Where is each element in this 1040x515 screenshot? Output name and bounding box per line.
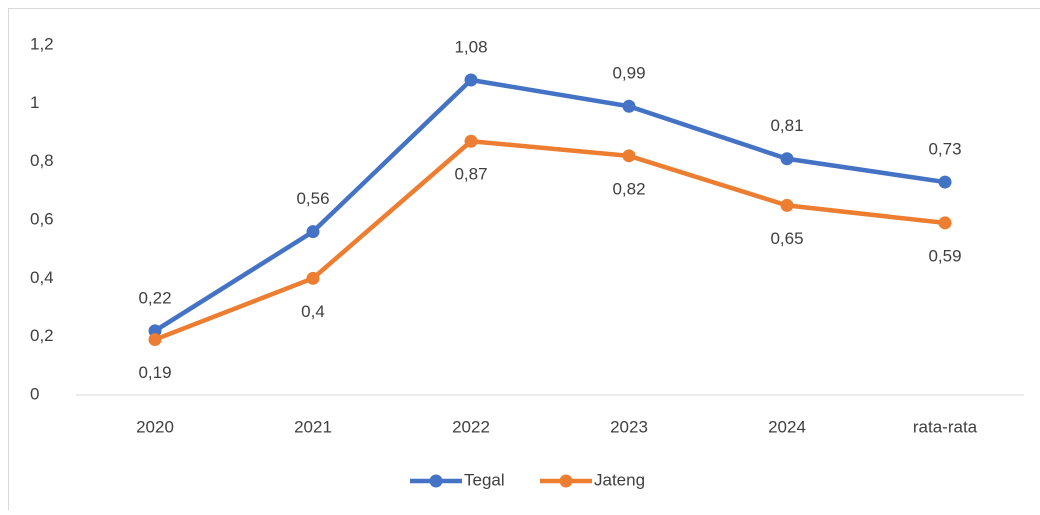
marker xyxy=(465,74,478,87)
x-tick-label: 2022 xyxy=(452,417,490,436)
x-tick-label: 2020 xyxy=(136,417,174,436)
legend-marker xyxy=(560,475,573,488)
y-tick-label: 1 xyxy=(30,93,39,112)
marker xyxy=(939,216,952,229)
series-line xyxy=(155,141,945,339)
data-label: 0,82 xyxy=(612,179,645,198)
marker xyxy=(465,135,478,148)
x-tick-label: 2023 xyxy=(610,417,648,436)
data-label: 0,87 xyxy=(454,165,487,184)
data-label: 0,81 xyxy=(770,116,803,135)
y-tick-label: 0,8 xyxy=(30,151,54,170)
legend-label: Jateng xyxy=(594,470,645,489)
y-tick-label: 0 xyxy=(30,384,39,403)
y-tick-label: 0,4 xyxy=(30,268,54,287)
marker xyxy=(623,100,636,113)
data-label: 0,99 xyxy=(612,64,645,83)
data-label: 0,73 xyxy=(928,140,961,159)
y-tick-label: 0,2 xyxy=(30,326,54,345)
marker xyxy=(307,225,320,238)
y-tick-label: 1,2 xyxy=(30,34,54,53)
legend-marker xyxy=(430,475,443,488)
marker xyxy=(149,333,162,346)
data-label: 0,56 xyxy=(296,189,329,208)
data-label: 1,08 xyxy=(454,37,487,56)
data-label: 0,65 xyxy=(770,229,803,248)
data-label: 0,19 xyxy=(138,363,171,382)
data-label: 0,59 xyxy=(928,246,961,265)
marker xyxy=(623,149,636,162)
marker xyxy=(939,176,952,189)
marker xyxy=(307,272,320,285)
x-tick-label: 2021 xyxy=(294,417,332,436)
marker xyxy=(781,152,794,165)
data-label: 0,4 xyxy=(301,302,325,321)
data-label: 0,22 xyxy=(138,288,171,307)
x-tick-label: 2024 xyxy=(768,417,806,436)
marker xyxy=(781,199,794,212)
x-tick-label: rata-rata xyxy=(913,417,978,436)
legend-label: Tegal xyxy=(464,470,505,489)
y-tick-label: 0,6 xyxy=(30,209,54,228)
